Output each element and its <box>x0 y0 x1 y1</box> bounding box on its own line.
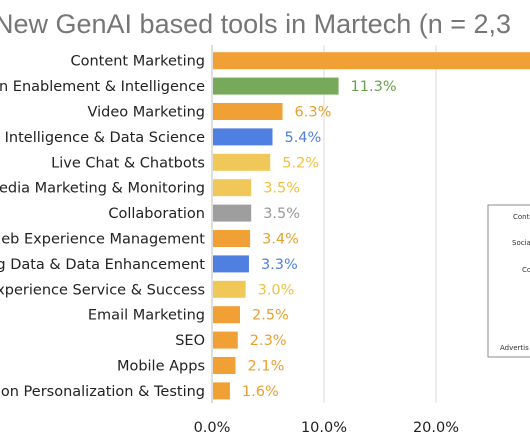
category-label: Intelligence & Data Science <box>5 130 205 146</box>
value-label: 3.5% <box>263 206 300 222</box>
inset-legend-label: Conte <box>513 213 530 221</box>
value-label: 6.3% <box>295 105 332 121</box>
gridlines <box>323 45 437 403</box>
category-label: Live Chat & Chatbots <box>51 155 205 171</box>
x-tick-label: 0.0% <box>194 420 231 436</box>
value-label: 5.4% <box>284 130 321 146</box>
category-label: xperience Service & Success <box>0 282 205 298</box>
bar <box>213 255 249 273</box>
bar <box>213 77 339 95</box>
bar <box>213 204 252 222</box>
value-label: 3.3% <box>261 257 298 273</box>
category-label: g Data & Data Enhancement <box>0 257 205 273</box>
bars <box>213 52 530 400</box>
inset-legend-label: Socia <box>512 239 530 247</box>
category-label: Email Marketing <box>88 308 205 324</box>
category-label: Video Marketing <box>87 105 205 121</box>
value-label: 3.5% <box>263 181 300 197</box>
category-label: eb Experience Management <box>1 232 205 248</box>
x-tick-label: 20.0% <box>413 420 459 436</box>
inset-legend-label: Co <box>522 266 530 274</box>
x-axis-ticks: 0.0%10.0%20.0%3 <box>194 420 459 436</box>
inset-legend-label: Advertis <box>500 344 529 352</box>
bar <box>213 306 240 324</box>
x-tick-label: 10.0% <box>301 420 347 436</box>
bar <box>213 382 230 400</box>
bar <box>213 128 273 146</box>
bar <box>213 230 251 247</box>
bar <box>213 331 238 349</box>
category-label: on Personalization & Testing <box>1 384 205 400</box>
chart-title: New GenAI based tools in Martech (n = 2,… <box>0 9 511 39</box>
value-label: 2.5% <box>252 308 289 324</box>
value-label: 1.6% <box>242 384 279 400</box>
inset-frame <box>487 204 530 358</box>
bar <box>213 357 236 374</box>
category-label: SEO <box>175 333 205 349</box>
category-label: Collaboration <box>108 206 205 222</box>
bar <box>213 153 271 171</box>
bar <box>213 52 530 70</box>
category-label: Mobile Apps <box>117 359 205 375</box>
inset-legend-box: Conte Socia Co Advertis <box>487 204 530 358</box>
bar <box>213 280 246 298</box>
value-label: 3.0% <box>258 282 295 298</box>
category-label: edia Marketing & Monitoring <box>0 181 205 197</box>
value-label: 2.1% <box>248 359 285 375</box>
value-label: 11.3% <box>351 79 397 95</box>
bar <box>213 179 252 197</box>
value-label: 2.3% <box>250 333 287 349</box>
value-labels: 11.3% 6.3% 5.4% 5.2% 3.5% 3.5% 3.4% 3.3% 3.0% 2.5… <box>242 79 397 400</box>
value-label: 5.2% <box>282 155 319 171</box>
bar <box>213 103 283 120</box>
category-label: Content Marketing <box>70 54 205 70</box>
category-labels: Content Marketing n Enablement & Intellig… <box>0 54 205 400</box>
value-label: 3.4% <box>262 232 299 248</box>
category-label: n Enablement & Intelligence <box>0 79 205 95</box>
